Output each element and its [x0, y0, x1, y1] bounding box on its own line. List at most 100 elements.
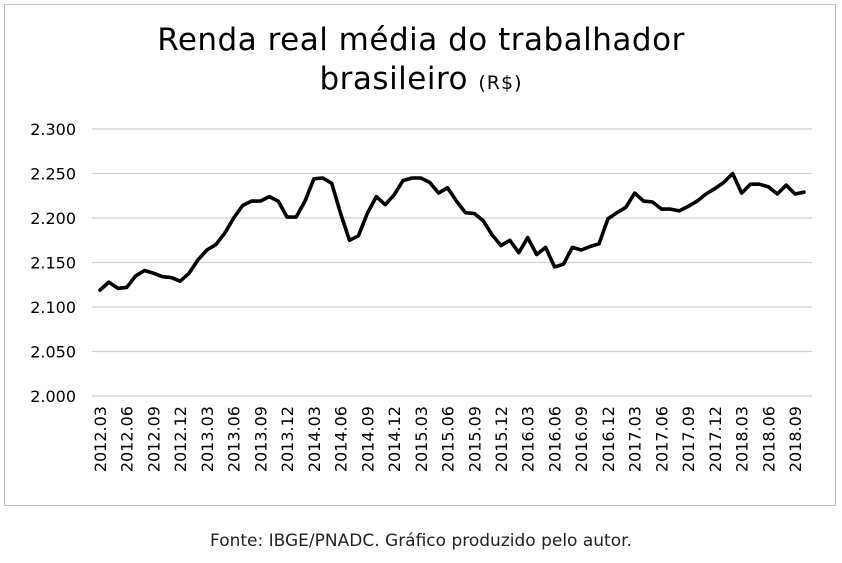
series-line — [98, 171, 806, 292]
x-tick-label: 2015.12 — [492, 406, 511, 472]
x-tick-label: 2012.12 — [171, 406, 190, 472]
data-point — [429, 181, 431, 183]
data-point — [233, 217, 235, 219]
x-tick-label: 2013.12 — [278, 406, 297, 472]
data-point — [286, 216, 288, 218]
x-tick-label: 2016.09 — [572, 406, 591, 472]
data-point — [420, 177, 422, 179]
data-point — [348, 239, 351, 241]
data-point — [464, 212, 466, 214]
data-point — [161, 276, 163, 278]
data-point — [197, 259, 199, 261]
data-point — [794, 193, 796, 195]
x-tick-label: 2016.12 — [599, 406, 618, 472]
y-tick-label: 2.050 — [30, 343, 76, 362]
data-point — [536, 253, 538, 256]
data-point — [331, 182, 333, 184]
data-point — [634, 192, 636, 194]
chart-title: Renda real média do trabalhador — [157, 22, 685, 58]
data-point — [527, 236, 529, 239]
x-tick-label: 2017.03 — [626, 406, 645, 472]
x-tick-label: 2016.06 — [545, 406, 564, 472]
chart-frame — [4, 4, 836, 506]
x-tick-label: 2013.03 — [198, 406, 217, 472]
x-tick-label: 2013.06 — [225, 406, 244, 472]
data-point — [651, 201, 654, 203]
x-tick-label: 2016.03 — [519, 406, 538, 472]
data-point — [393, 194, 395, 196]
data-point — [126, 286, 128, 289]
x-tick-label: 2015.09 — [465, 406, 484, 472]
y-tick-label: 2.200 — [30, 209, 76, 228]
x-tick-label: 2012.03 — [91, 406, 110, 472]
data-point — [295, 216, 297, 218]
x-tick-label: 2015.03 — [412, 406, 431, 472]
data-point — [402, 180, 404, 182]
data-point — [696, 200, 698, 202]
x-tick-label: 2014.12 — [385, 406, 404, 472]
data-point — [179, 280, 181, 282]
data-point — [491, 234, 493, 236]
y-tick-label: 2.250 — [30, 165, 76, 184]
data-point — [277, 200, 279, 202]
data-point — [544, 246, 547, 248]
x-tick-label: 2015.06 — [439, 406, 458, 472]
x-tick-label: 2014.06 — [332, 406, 351, 472]
x-tick-label: 2018.06 — [759, 406, 778, 472]
data-point — [785, 184, 787, 186]
data-point — [366, 212, 368, 215]
data-point — [705, 193, 707, 195]
x-tick-label: 2017.06 — [652, 406, 671, 472]
x-tick-label: 2018.09 — [786, 406, 805, 472]
data-point — [438, 192, 440, 194]
data-point — [714, 188, 716, 190]
data-point — [482, 220, 484, 222]
x-tick-label: 2018.03 — [733, 406, 752, 472]
data-point — [500, 244, 502, 247]
data-point — [143, 269, 146, 272]
data-point — [117, 287, 119, 289]
data-point — [375, 196, 377, 198]
data-point — [723, 181, 725, 183]
data-point — [250, 200, 253, 202]
data-point — [767, 186, 769, 188]
data-point — [687, 205, 689, 208]
data-point — [206, 249, 208, 251]
data-point — [732, 172, 734, 175]
y-tick-label: 2.000 — [30, 387, 76, 406]
data-point — [803, 191, 805, 193]
data-point — [304, 200, 306, 202]
data-point — [562, 263, 564, 265]
data-point — [241, 204, 244, 207]
x-axis-ticks: 2012.03 2012.06 2012.09 2012.12 2013.03 2013.… — [91, 406, 805, 472]
data-point — [553, 266, 556, 268]
y-axis-ticks: 2.000 2.050 2.100 2.150 2.200 2.250 2.300 — [30, 120, 76, 406]
data-point — [135, 275, 137, 277]
chart-title-line2: brasileiro (R$) — [0, 61, 842, 97]
data-point — [660, 208, 663, 210]
x-tick-label: 2014.03 — [305, 406, 324, 472]
data-point — [616, 212, 618, 214]
x-tick-label: 2013.09 — [251, 406, 270, 472]
data-point — [749, 183, 752, 185]
data-point — [268, 196, 270, 198]
data-point — [170, 277, 172, 279]
y-tick-label: 2.150 — [30, 254, 76, 273]
x-tick-label: 2017.12 — [706, 406, 725, 472]
data-point — [322, 177, 324, 179]
data-point — [259, 200, 262, 202]
x-tick-label: 2017.09 — [679, 406, 698, 472]
data-point — [446, 187, 449, 189]
data-point — [99, 289, 101, 291]
data-point — [571, 246, 573, 248]
data-point — [108, 281, 110, 283]
data-point — [473, 212, 475, 215]
data-point — [313, 178, 315, 180]
data-point — [340, 212, 342, 215]
chart-title-word: brasileiro — [319, 61, 469, 97]
data-point — [598, 243, 600, 245]
source-note: Fonte: IBGE/PNADC. Gráfico produzido pel… — [210, 531, 632, 551]
y-tick-label: 2.300 — [30, 120, 76, 139]
data-point — [455, 200, 458, 202]
